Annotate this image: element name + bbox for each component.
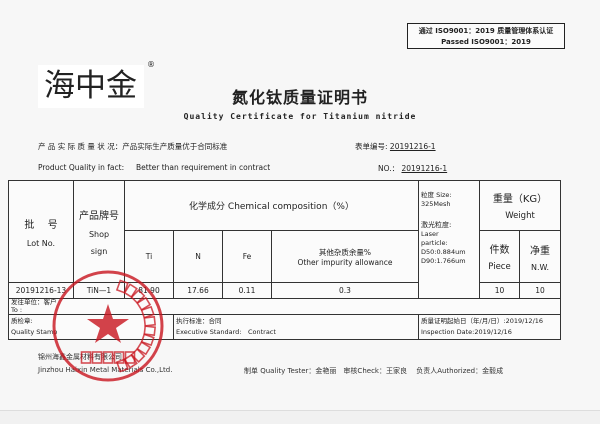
n-value: 17.66 [173, 282, 223, 299]
laser-label: 激光粒度: [421, 221, 452, 229]
other-cn: 其他杂质余量% [318, 247, 372, 257]
seal-glyph-mark [124, 351, 136, 364]
lot-cn: 批 号 [24, 219, 58, 231]
quality-cn-label: 产 品 实 际 质 量 状 况： [38, 142, 123, 151]
ti-value: 81.90 [124, 282, 174, 299]
stamp-cn: 质检章: [11, 317, 33, 325]
composition-table: 批 号 Lot No. 产品牌号 Shop sign 化学成分 Chemical co… [8, 180, 561, 340]
quality-en: Product Quality in fact: Better than req… [38, 163, 270, 172]
shop-header: 产品牌号 Shop sign [73, 180, 125, 283]
size-cell: 粒度 Size: 325Mesh 激光粒度: Laser particle: D50… [418, 180, 480, 299]
recipient-cell: 发往单位：客户 To : [8, 298, 561, 315]
to-cn: 发往单位：客户 [11, 298, 57, 306]
ti-header: Ti [124, 230, 174, 283]
piece-header: 件数 Piece [479, 230, 520, 283]
lot-header: 批 号 Lot No. [8, 180, 74, 283]
quality-en-label: Product Quality in fact: [38, 163, 125, 172]
form-no-label: 表单编号: [355, 142, 388, 151]
size-label: 粒度 Size: [421, 191, 452, 199]
size-value: 325Mesh [421, 200, 451, 208]
other-en: Other impurity allowance [297, 257, 393, 267]
document-title: 氮化钛质量证明书 [231, 88, 368, 107]
lot-value: 20191216-13 [8, 282, 74, 299]
nw-cn: 净重 [530, 245, 550, 257]
document-subtitle: Quality Certificate for Titanium nitride [183, 112, 417, 121]
other-value: 0.3 [271, 282, 419, 299]
weight-cn: 重量（KG） [492, 194, 548, 205]
stamp-en: Quality Stamp [11, 328, 58, 336]
standard-cell: 执行标准：合同 Executive Standard: Contract [173, 314, 419, 340]
shop-cn: 产品牌号 [79, 211, 119, 222]
quality-cn: 产 品 实 际 质 量 状 况：产品实际生产质量优于合同标准 [38, 141, 227, 152]
seal-glyph-mark [130, 347, 146, 363]
fe-header: Fe [222, 230, 272, 283]
std-en: Executive Standard: Contract [176, 328, 276, 336]
weight-en: Weight [505, 211, 535, 221]
piece-en: Piece [488, 262, 511, 272]
iso-line-1: 通过 ISO9001：2019 质量管理体系认证 [418, 27, 554, 35]
shop-value: TiN—1 [73, 282, 125, 299]
no-value: 20191216-1 [401, 164, 448, 173]
nw-en: N.W. [530, 262, 550, 272]
weight-header: 重量（KG） Weight [479, 180, 561, 231]
chem-header: 化学成分 Chemical composition（%） [124, 180, 419, 231]
company-logo: 海中金 [38, 65, 144, 108]
registered-mark: ® [147, 60, 155, 69]
date-cn: 质量证明起始日（年/月/日）:2019/12/16 [421, 317, 544, 325]
serial-number: NO.： 20191216-1 [378, 163, 469, 174]
to-en: To : [11, 305, 23, 314]
company-name-cn: 锦州海鑫金属材料有限公司 [38, 353, 122, 361]
quality-en-value: Better than requirement in contract [136, 163, 271, 172]
company-name-en: Jinzhou Haixin Metal Materials Co.,Ltd. [38, 366, 173, 374]
iso-certification-box: 通过 ISO9001：2019 质量管理体系认证 Passed ISO9001：… [407, 23, 565, 49]
date-cell: 质量证明起始日（年/月/日）:2019/12/16 Inspection Date… [418, 314, 561, 340]
shop-en: Shop [88, 230, 110, 239]
d90-value: D90:1.766um [421, 257, 466, 265]
piece-value: 10 [479, 282, 520, 299]
lot-en: Lot No. [26, 238, 56, 248]
shop-en-2: sign [90, 247, 108, 256]
piece-cn: 件数 [489, 245, 510, 256]
nw-header: 净重 N.W. [519, 230, 561, 283]
iso-line-2: Passed ISO9001：2019 [441, 38, 531, 46]
std-cn: 执行标准：合同 [176, 317, 222, 325]
no-label: NO.： [378, 164, 400, 173]
laser-en-2: particle: [421, 239, 448, 247]
fe-value: 0.11 [222, 282, 272, 299]
quality-cn-value: 产品实际生产质量优于合同标准 [122, 142, 228, 151]
date-en: Inspection Date:2019/12/16 [421, 328, 512, 336]
stamp-cell: 质检章: Quality Stamp [8, 314, 174, 340]
nw-value: 10 [519, 282, 561, 299]
d50-value: D50:0.884um [421, 248, 466, 256]
form-number: 表单编号: 20191216-1 [355, 141, 458, 152]
bottom-edge [0, 410, 600, 424]
other-header: 其他杂质余量% Other impurity allowance [271, 230, 419, 283]
laser-en: Laser [421, 230, 439, 238]
form-no-value: 20191216-1 [389, 142, 436, 151]
signatures: 制单 Quality Tester：金艳丽 审核Check：王家良 负责人Aut… [244, 367, 504, 375]
seal-glyph-mark [136, 341, 152, 356]
n-header: N [173, 230, 223, 283]
